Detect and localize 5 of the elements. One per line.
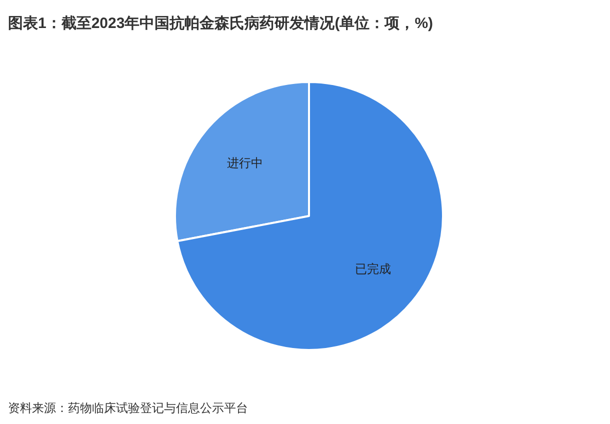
slice-label: 已完成 bbox=[355, 262, 392, 276]
slice-label: 进行中 bbox=[226, 156, 263, 170]
text: 资料来源：药物临床试验登记与信息公示平台 bbox=[8, 401, 248, 415]
pie-slice bbox=[176, 81, 444, 351]
chart-title: 图表1：截至2023年中国抗帕金森氏病药研发情况(单位：项，%) bbox=[8, 15, 434, 32]
